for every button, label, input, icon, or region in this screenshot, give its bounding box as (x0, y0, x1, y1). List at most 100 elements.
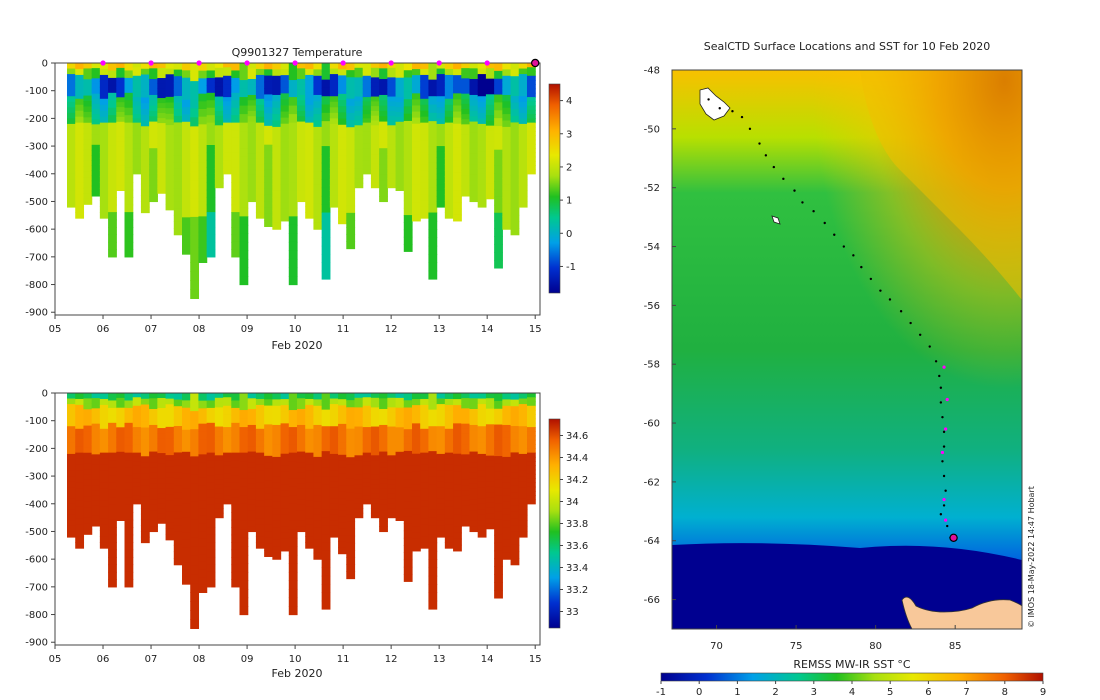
profile-cell (288, 88, 298, 98)
profile-cell (411, 69, 421, 76)
profile-cell (99, 470, 109, 478)
profile-cell (444, 410, 454, 418)
profile-cell (272, 146, 282, 154)
profile-cell (411, 411, 421, 418)
x-tick-label: 10 (289, 324, 302, 335)
profile-cell (190, 565, 200, 575)
profile-column (75, 393, 85, 549)
profile-cell (288, 216, 298, 226)
profile-cell (67, 415, 76, 422)
profile-cell (214, 479, 224, 485)
profile-column (108, 393, 117, 588)
profile-cell (182, 503, 191, 512)
profile-column (411, 393, 421, 552)
x-tick-label: 05 (49, 654, 62, 665)
profile-column (387, 63, 397, 189)
profile-cell (108, 460, 117, 469)
profile-cell (494, 78, 503, 88)
profile-cell (157, 403, 167, 409)
profile-cell (313, 133, 323, 141)
profile-cell (444, 188, 454, 195)
profile-cell (239, 503, 249, 513)
colorbar-tick-label: 33.6 (566, 541, 588, 552)
salinity-axes-frame (54, 392, 541, 646)
profile-cell (206, 482, 216, 491)
profile-cell (461, 98, 471, 105)
profile-cell (182, 429, 191, 438)
profile-cell (124, 227, 134, 236)
profile-cell (231, 197, 241, 206)
profile-cell (149, 499, 158, 506)
profile-cell (173, 485, 183, 493)
profile-cell (444, 488, 454, 495)
profile-cell (453, 93, 462, 101)
profile-cell (157, 173, 167, 179)
profile-cell (75, 74, 85, 82)
profile-cell (124, 400, 134, 409)
profile-cell (469, 196, 479, 203)
profile-cell (264, 194, 273, 202)
profile-cell (518, 140, 528, 147)
profile-cell (346, 91, 356, 100)
profile-cell (75, 524, 85, 531)
profile-cell (338, 448, 347, 456)
profile-cell (494, 260, 503, 269)
profile-cell (91, 423, 101, 430)
profile-cell (453, 63, 462, 70)
profile-cell (321, 542, 331, 552)
profile-cell (477, 184, 487, 191)
profile-cell (165, 483, 175, 490)
temperature-xlabel: Feb 2020 (272, 339, 323, 352)
profile-cell (255, 393, 265, 400)
profile-cell (116, 131, 126, 138)
profile-cell (108, 475, 117, 484)
profile-cell (370, 158, 380, 165)
profile-cell (182, 539, 191, 548)
profile-cell (469, 89, 479, 96)
profile-cell (502, 171, 512, 179)
profile-cell (157, 103, 167, 109)
profile-cell (321, 121, 331, 131)
profile-cell (182, 576, 191, 585)
profile-cell (149, 185, 158, 192)
profile-cell (305, 98, 315, 106)
profile-cell (108, 497, 117, 506)
profile-cell (214, 503, 224, 509)
profile-cell (395, 141, 405, 147)
profile-cell (280, 526, 290, 534)
profile-cell (198, 454, 208, 463)
profile-cell (387, 120, 397, 126)
profile-cell (329, 426, 339, 433)
profile-cell (272, 405, 282, 413)
profile-cell (173, 221, 183, 229)
profile-cell (91, 408, 101, 415)
profile-cell (346, 450, 356, 458)
profile-cell (444, 170, 454, 177)
profile-cell (296, 121, 306, 128)
profile-cell (140, 97, 150, 104)
profile-cell (223, 67, 232, 73)
track-point (793, 189, 796, 192)
profile-cell (346, 492, 356, 501)
profile-cell (354, 82, 364, 88)
profile-cell (140, 68, 150, 76)
profile-cell (321, 63, 331, 72)
profile-cell (296, 456, 306, 463)
profile-cell (477, 68, 487, 75)
profile-cell (354, 154, 364, 160)
profile-cell (247, 510, 257, 517)
profile-cell (165, 404, 175, 411)
profile-cell (485, 73, 495, 80)
profile-cell (526, 456, 536, 462)
colorbar-tick-label: 33.2 (566, 585, 588, 596)
profile-cell (255, 63, 265, 70)
profile-cell (288, 495, 298, 505)
profile-cell (99, 134, 109, 142)
profile-cell (223, 469, 232, 475)
profile-cell (477, 63, 487, 70)
profile-cell (165, 170, 175, 177)
profile-cell (108, 219, 117, 228)
profile-cell (502, 469, 512, 477)
profile-cell (182, 510, 191, 519)
profile-cell (231, 189, 241, 198)
